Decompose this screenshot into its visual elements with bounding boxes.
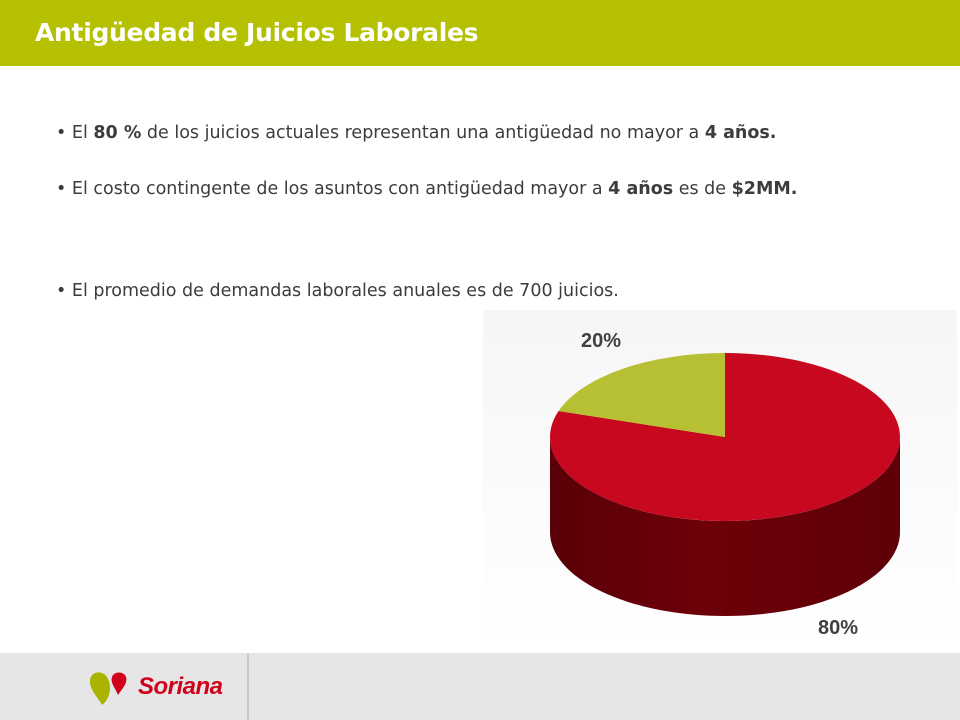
pie-chart: 80% 20% bbox=[483, 310, 957, 650]
bullet-highlight: 4 años. bbox=[704, 123, 777, 143]
bullet-highlight: $2MM. bbox=[731, 179, 798, 199]
pie-slice bbox=[558, 353, 725, 437]
bullet-item: • El promedio de demandas laborales anua… bbox=[56, 277, 836, 306]
brand-name: Soriana bbox=[138, 673, 223, 700]
bullet-text: de los juicios actuales representan una … bbox=[141, 123, 705, 143]
bullet-highlight: 4 años bbox=[608, 179, 674, 199]
bullet-text: • El bbox=[56, 123, 94, 143]
page-title: Antigüedad de Juicios Laborales bbox=[35, 18, 479, 47]
bullet-item: • El costo contingente de los asuntos co… bbox=[56, 175, 836, 204]
soriana-logo: Soriana bbox=[88, 669, 248, 709]
bullet-highlight: 80 % bbox=[93, 123, 142, 143]
pie-chart-svg: 80% 20% bbox=[483, 310, 957, 650]
bullet-text: es de bbox=[673, 179, 732, 199]
data-label: 20% bbox=[581, 330, 621, 352]
bullet-item: • El 80 % de los juicios actuales repres… bbox=[56, 119, 836, 148]
data-label: 80% bbox=[818, 617, 858, 639]
pie-side-shading bbox=[550, 437, 900, 616]
footer-bar: Soriana bbox=[0, 653, 960, 720]
footer-divider bbox=[247, 653, 249, 720]
header-bar: Antigüedad de Juicios Laborales bbox=[0, 0, 960, 66]
bullet-text: • El costo contingente de los asuntos co… bbox=[56, 179, 609, 199]
leaf-heart-icon bbox=[90, 672, 127, 705]
bullet-text: • El promedio de demandas laborales anua… bbox=[56, 281, 619, 301]
